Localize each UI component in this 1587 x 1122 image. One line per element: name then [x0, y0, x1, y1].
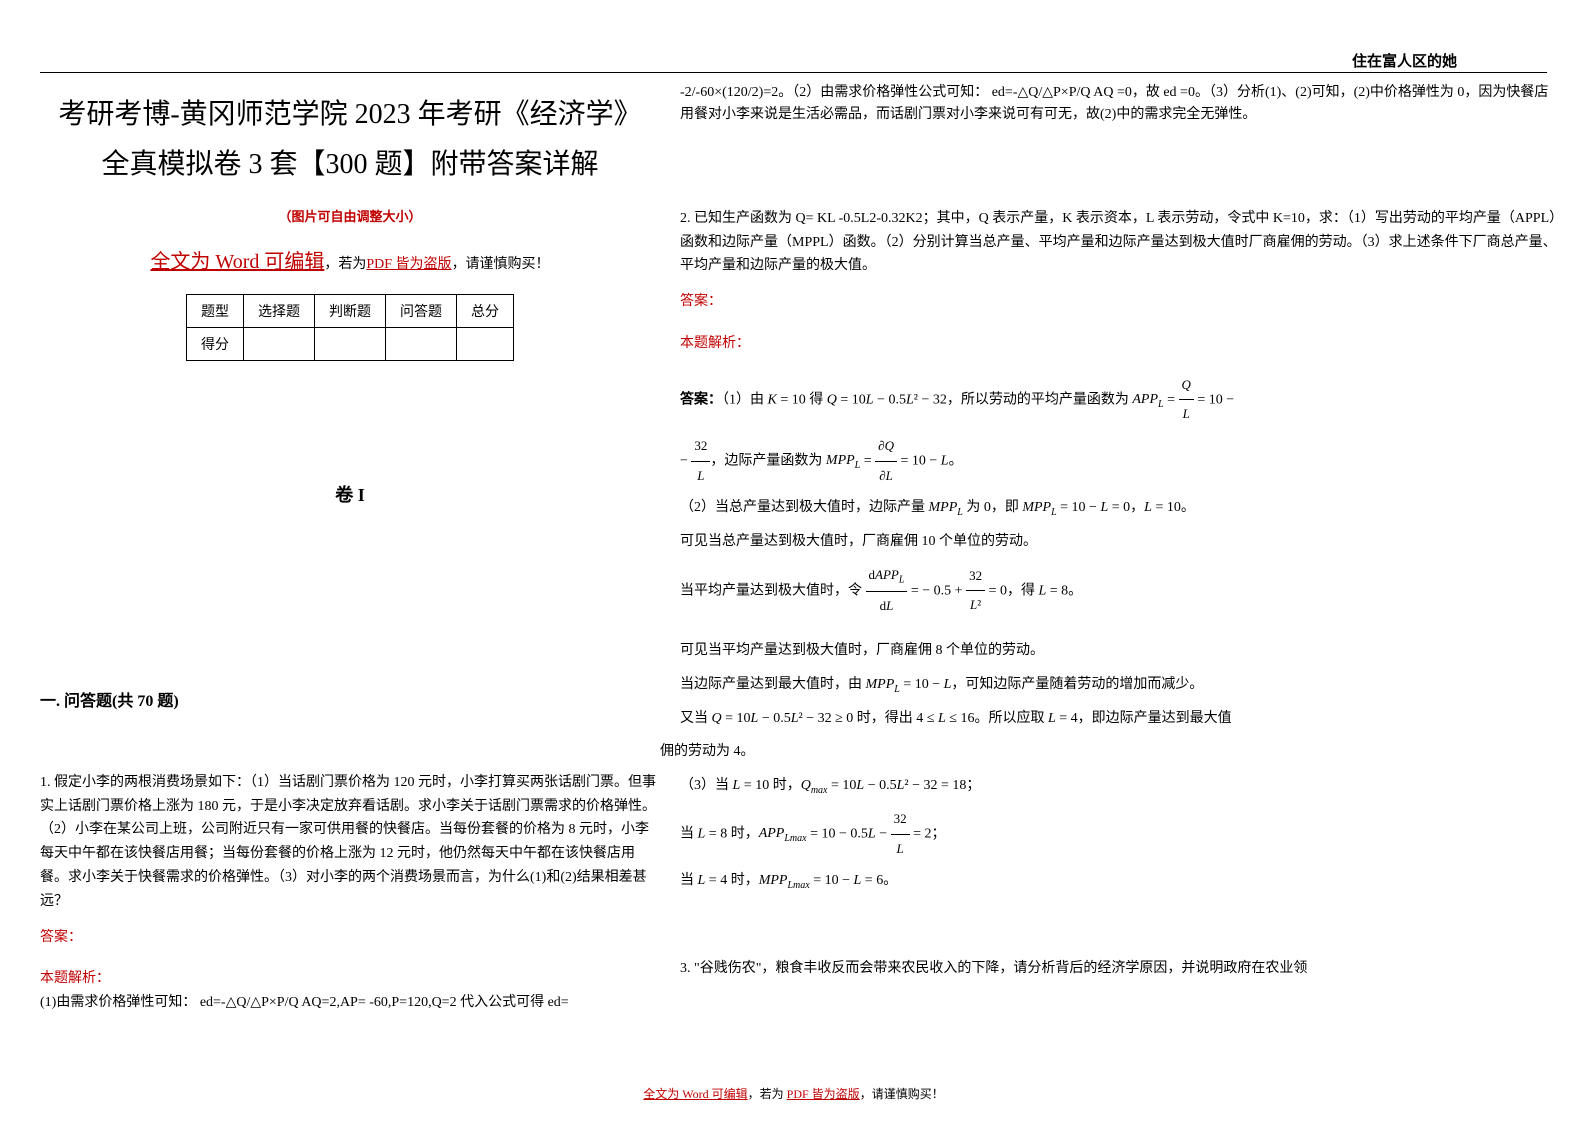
table-header: 判断题	[315, 294, 386, 327]
left-column: 考研考博-黄冈师范学院 2023 年考研《经济学》 全真模拟卷 3 套【300 …	[40, 80, 660, 1015]
main-title-line1: 考研考博-黄冈师范学院 2023 年考研《经济学》	[40, 90, 660, 140]
solution-line: 可见当平均产量达到极大值时，厂商雇佣 8 个单位的劳动。	[680, 636, 1560, 667]
table-row: 得分	[187, 327, 514, 360]
table-cell	[315, 327, 386, 360]
score-table: 题型 选择题 判断题 问答题 总分 得分	[186, 294, 514, 361]
table-header: 题型	[187, 294, 244, 327]
table-header: 总分	[457, 294, 514, 327]
table-cell	[457, 327, 514, 360]
answer-label: 答案：	[40, 926, 660, 950]
solution-line: 当边际产量达到最大值时，由 MPPL = 10 − L，可知边际产量随着劳动的增…	[680, 670, 1560, 701]
table-cell: 得分	[187, 327, 244, 360]
footer-mid: ，若为	[748, 1087, 787, 1101]
solution-line: 当平均产量达到极大值时，令 dAPPLdL = − 0.5 + 32L² = 0…	[680, 561, 1560, 621]
footer-pdf: PDF 皆为盗版	[787, 1087, 860, 1101]
table-header: 选择题	[244, 294, 315, 327]
edit-suffix: ，请谨慎购买！	[452, 257, 550, 272]
solution-line: （3）当 L = 10 时，Qmax = 10L − 0.5L² − 32 = …	[680, 771, 1560, 802]
solution-line: 当 L = 4 时，MPPLmax = 10 − L = 6。	[680, 866, 1560, 897]
edit-warning: 全文为 Word 可编辑，若为PDF 皆为盗版，请谨慎购买！	[40, 245, 660, 274]
footer-suffix: ，请谨慎购买！	[860, 1087, 944, 1101]
table-cell	[386, 327, 457, 360]
question-3: 3. "谷贱伤农"，粮食丰收反而会带来农民收入的下降，请分析背后的经济学原因，并…	[680, 957, 1560, 981]
edit-mid: ，若为	[324, 257, 366, 272]
analysis-label: 本题解析：	[40, 967, 660, 991]
analysis-label: 本题解析：	[680, 332, 1560, 356]
sol-prefix: 答案：	[680, 392, 722, 407]
footer-word: 全文为 Word 可编辑	[643, 1087, 747, 1101]
right-column: -2/-60×(120/2)=2。（2）由需求价格弹性公式可知： ed=-△Q/…	[680, 80, 1560, 981]
header-top-right: 住在富人区的她	[1352, 50, 1457, 71]
solution-line: 又当 Q = 10L − 0.5L² − 32 ≥ 0 时，得出 4 ≤ L ≤…	[680, 704, 1560, 735]
analysis-text: (1)由需求价格弹性可知： ed=-△Q/△P×P/Q AQ=2,AP= -60…	[40, 991, 660, 1015]
solution-line: 答案：（1）由 K = 10 得 Q = 10L − 0.5L² − 32，所以…	[680, 371, 1560, 429]
page-footer: 全文为 Word 可编辑，若为 PDF 皆为盗版，请谨慎购买！	[0, 1085, 1587, 1102]
table-header: 问答题	[386, 294, 457, 327]
main-title-line2: 全真模拟卷 3 套【300 题】附带答案详解	[40, 140, 660, 190]
table-cell	[244, 327, 315, 360]
solution-line: − 32L，边际产量函数为 MPPL = ∂Q∂L = 10 − L。	[680, 432, 1560, 490]
table-row: 题型 选择题 判断题 问答题 总分	[187, 294, 514, 327]
header-divider	[40, 72, 1547, 73]
solution-line: 可见当总产量达到极大值时，厂商雇佣 10 个单位的劳动。	[680, 527, 1560, 558]
volume-label: 卷 I	[40, 481, 660, 507]
edit-word-text: 全文为 Word 可编辑	[150, 251, 324, 273]
solution-line: （2）当总产量达到极大值时，边际产量 MPPL 为 0，即 MPPL = 10 …	[680, 493, 1560, 524]
cont-text: -2/-60×(120/2)=2。（2）由需求价格弹性公式可知： ed=-△Q/…	[680, 85, 1237, 100]
question-text: 3. "谷贱伤农"，粮食丰收反而会带来农民收入的下降，请分析背后的经济学原因，并…	[680, 957, 1560, 981]
solution-line: 佣的劳动为 4。	[660, 737, 1560, 768]
solution-line: 当 L = 8 时，APPLmax = 10 − 0.5L − 32L = 2；	[680, 805, 1560, 863]
answer-label: 答案：	[680, 290, 1560, 314]
image-size-note: （图片可自由调整大小）	[40, 206, 660, 225]
section-title: 一. 问答题(共 70 题)	[40, 687, 660, 711]
question-1: 1. 假定小李的两根消费场景如下：（1）当话剧门票价格为 120 元时，小李打算…	[40, 771, 660, 1015]
q1-continuation: -2/-60×(120/2)=2。（2）由需求价格弹性公式可知： ed=-△Q/…	[680, 82, 1560, 127]
question-text: 1. 假定小李的两根消费场景如下：（1）当话剧门票价格为 120 元时，小李打算…	[40, 771, 660, 914]
question-text: 2. 已知生产函数为 Q= KL -0.5L2-0.32K2；其中，Q 表示产量…	[680, 207, 1560, 278]
edit-pdf-text: PDF 皆为盗版	[366, 257, 451, 272]
question-2: 2. 已知生产函数为 Q= KL -0.5L2-0.32K2；其中，Q 表示产量…	[680, 207, 1560, 897]
solution-block: 答案：（1）由 K = 10 得 Q = 10L − 0.5L² − 32，所以…	[680, 371, 1560, 897]
